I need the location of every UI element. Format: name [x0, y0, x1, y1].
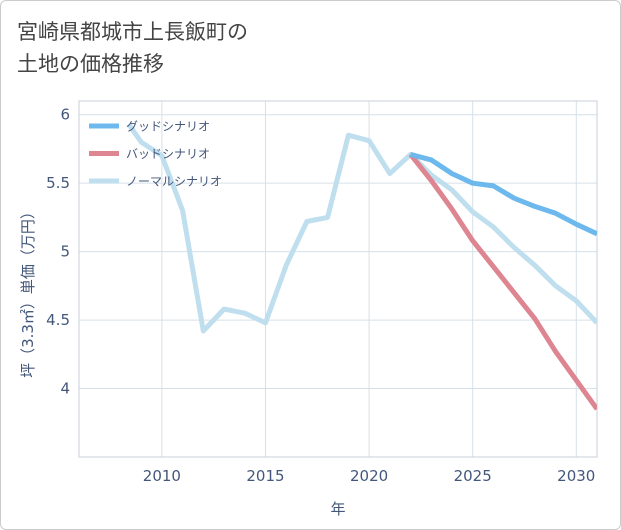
y-tick-label: 5.5 [46, 174, 70, 192]
y-tick-label: 6 [60, 106, 70, 124]
x-tick-label: 2010 [143, 467, 181, 485]
series-layer [126, 122, 597, 411]
legend-item-bad[interactable]: バッドシナリオ [89, 147, 210, 161]
plot-border [78, 100, 598, 458]
x-tick-label: 2015 [246, 467, 284, 485]
series-line-bad [408, 152, 597, 411]
plot-area [78, 100, 598, 458]
series-line-good [409, 151, 597, 237]
x-tick-label: 2020 [350, 467, 388, 485]
grid-lines [79, 101, 597, 457]
y-tick-label: 4 [60, 380, 70, 398]
legend-item-good[interactable]: グッドシナリオ [89, 120, 210, 134]
x-tick-label: 2030 [557, 467, 595, 485]
x-tick-label: 2025 [454, 467, 492, 485]
y-tick-label: 5 [60, 243, 70, 261]
series-line-normal [126, 122, 597, 334]
legend-label: グッドシナリオ [126, 120, 210, 134]
y-tick-label: 4.5 [46, 311, 70, 329]
legend-label: バッドシナリオ [126, 147, 210, 161]
chart-title-line-1: 宮崎県都城市上長飯町の [17, 20, 248, 44]
y-axis-title: 坪（3.3㎡）単価（万円） [19, 204, 37, 378]
chart-title: 宮崎県都城市上長飯町の 土地の価格推移 [17, 16, 248, 80]
y-axis-ticks: 4 4.5 5 5.5 6 [46, 106, 70, 398]
chart-title-line-2: 土地の価格推移 [17, 52, 164, 76]
x-axis-title: 年 [330, 500, 345, 518]
legend-item-normal[interactable]: ノーマルシナリオ [89, 175, 222, 189]
x-axis-ticks: 2010 2015 2020 2025 2030 [143, 467, 596, 485]
legend-label: ノーマルシナリオ [126, 175, 222, 189]
